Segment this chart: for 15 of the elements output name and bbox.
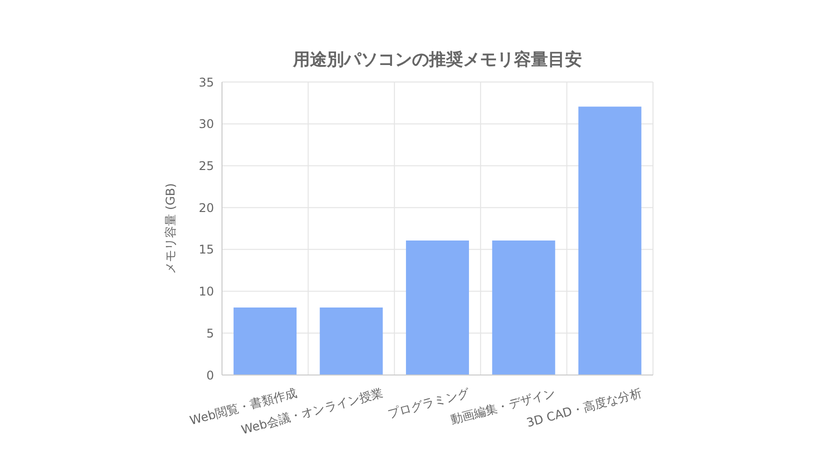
bar <box>406 240 469 375</box>
y-axis-title: メモリ容量 (GB) <box>163 183 178 274</box>
y-tick-label: 10 <box>198 284 214 299</box>
chart-title: 用途別パソコンの推奨メモリ容量目安 <box>292 49 583 71</box>
bar <box>320 308 383 375</box>
y-tick-label: 15 <box>198 242 214 257</box>
bar <box>578 106 642 375</box>
y-tick-label: 25 <box>198 158 214 173</box>
y-tick-label: 20 <box>198 200 214 215</box>
bar <box>492 240 556 375</box>
y-tick-label: 35 <box>198 75 214 90</box>
y-tick-label: 30 <box>198 117 214 132</box>
y-tick-label: 0 <box>206 368 214 382</box>
bar <box>234 308 297 375</box>
y-tick-label: 5 <box>206 326 214 340</box>
